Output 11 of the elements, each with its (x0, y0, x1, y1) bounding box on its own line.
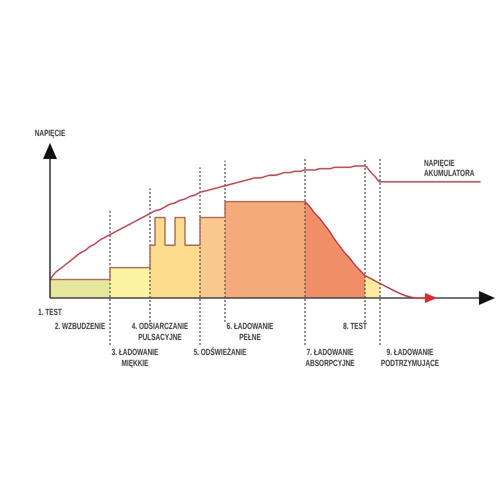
y-axis-title: NAPIĘCIE (34, 128, 66, 138)
text: 4. ODSIARCZANIE PULSACYJNE (132, 320, 188, 342)
text: 6. ŁADOWANIE PEŁNE (226, 320, 274, 342)
text: 9. ŁADOWANIE PODTRZYMUJĄCE (380, 346, 440, 368)
text: 1. TEST (38, 306, 62, 318)
text: 2. WZBUDZENIE (54, 320, 106, 332)
text: 5. ODŚWIEŻANIE (194, 346, 246, 358)
text: 8. TEST (343, 320, 368, 332)
text: 3. ŁADOWANIE MIĘKKIE (112, 346, 158, 368)
series-label: NAPIĘCIE AKUMULATORA (424, 158, 475, 178)
text: 7. ŁADOWANIE ABSORPCYJNE (305, 346, 355, 368)
